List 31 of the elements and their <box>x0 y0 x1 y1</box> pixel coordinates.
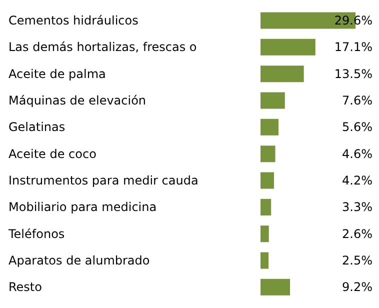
data-label: 3.3% <box>342 200 373 214</box>
bar <box>260 38 316 56</box>
bar <box>260 198 272 216</box>
y-tick-label: Mobiliario para medicina <box>8 200 157 214</box>
bar <box>260 172 274 189</box>
y-tick-label: Gelatinas <box>8 120 66 134</box>
data-label: 2.6% <box>342 226 373 241</box>
bar <box>260 146 276 162</box>
bar <box>260 226 269 242</box>
data-label: 9.2% <box>342 280 373 294</box>
y-tick-label: Aceite de palma <box>8 66 106 81</box>
y-tick-label: Aceite de coco <box>8 146 96 161</box>
data-label: 13.5% <box>334 66 373 81</box>
y-tick-label: Cementos hidráulicos <box>8 14 138 28</box>
bar <box>260 92 285 109</box>
y-tick-label: Máquinas de elevación <box>8 94 146 108</box>
bar <box>260 278 290 296</box>
data-label: 4.6% <box>342 146 373 161</box>
bar <box>260 118 278 136</box>
data-label: 17.1% <box>334 40 373 54</box>
data-label: 2.5% <box>342 254 373 268</box>
y-tick-label: Las demás hortalizas, frescas o <box>8 40 197 54</box>
y-tick-label: Aparatos de alumbrado <box>8 254 150 268</box>
y-tick-label: Teléfonos <box>8 226 65 241</box>
data-label: 4.2% <box>342 174 373 188</box>
bar <box>260 66 304 82</box>
bar <box>260 252 269 269</box>
y-tick-label: Resto <box>8 280 42 294</box>
y-tick-label: Instrumentos para medir cauda <box>8 174 198 188</box>
data-label: 5.6% <box>342 120 373 134</box>
data-label: 7.6% <box>342 94 373 108</box>
